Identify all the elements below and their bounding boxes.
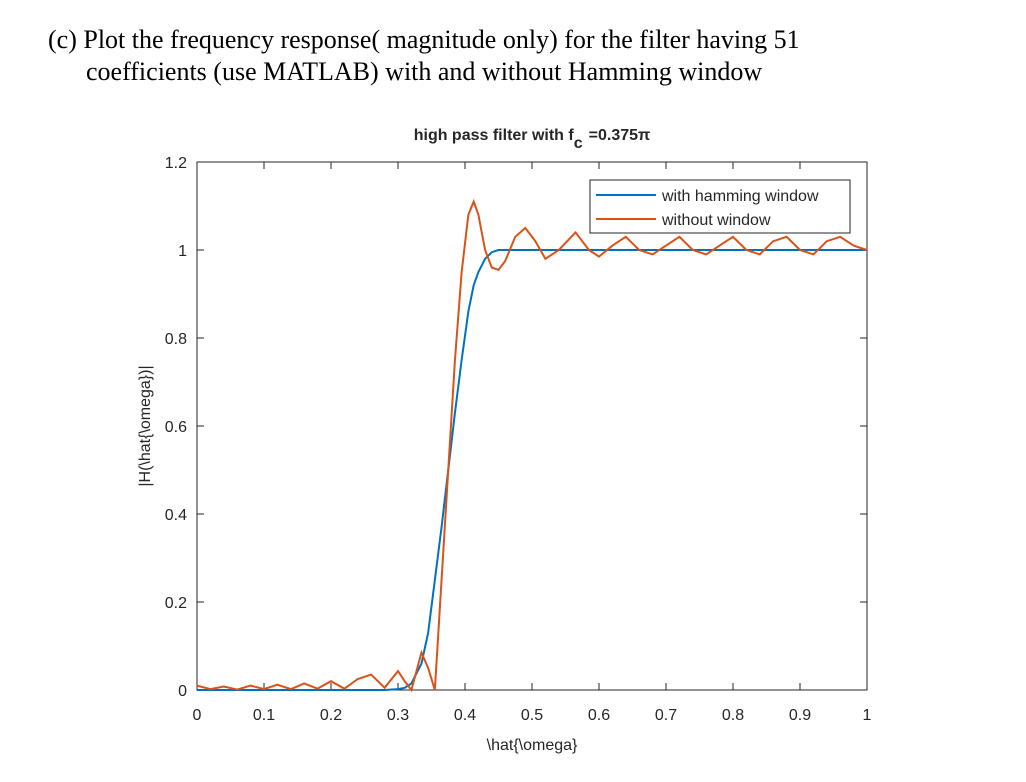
x-tick-label: 0.5 bbox=[521, 707, 543, 724]
y-tick-label: 1.2 bbox=[165, 155, 187, 172]
x-tick-label: 0.7 bbox=[655, 707, 677, 724]
y-tick-label: 1 bbox=[178, 243, 187, 260]
legend-label: without window bbox=[661, 212, 771, 229]
x-tick-label: 0.3 bbox=[387, 707, 409, 724]
x-tick-label: 0.8 bbox=[722, 707, 744, 724]
x-tick-label: 0.9 bbox=[789, 707, 811, 724]
title-subscript: c bbox=[574, 135, 583, 152]
title-suffix: =0.375π bbox=[589, 127, 651, 144]
y-tick-label: 0.8 bbox=[165, 331, 187, 348]
question-line: coefficients (use MATLAB) with and witho… bbox=[86, 57, 762, 86]
question-line: (c) Plot the frequency response( magnitu… bbox=[48, 25, 800, 54]
x-tick-label: 0.1 bbox=[253, 707, 275, 724]
legend bbox=[589, 179, 851, 234]
x-tick-label: 0.2 bbox=[320, 707, 342, 724]
x-tick-label: 0 bbox=[193, 707, 202, 724]
y-tick-label: 0.2 bbox=[165, 595, 187, 612]
series-line bbox=[197, 249, 867, 691]
y-tick-label: 0.4 bbox=[165, 507, 187, 524]
y-tick-label: 0.6 bbox=[165, 419, 187, 436]
x-tick-label: 0.4 bbox=[454, 707, 476, 724]
chart-title: high pass filter with fc =0.375π bbox=[414, 127, 651, 152]
plot-area bbox=[196, 161, 868, 691]
y-tick-label: 0 bbox=[178, 683, 187, 700]
x-tick-label: 1 bbox=[863, 707, 872, 724]
x-tick-label: 0.6 bbox=[588, 707, 610, 724]
x-axis-label: \hat{\omega} bbox=[487, 737, 578, 754]
y-axis-label: |H(\hat{\omega})| bbox=[137, 365, 154, 486]
title-text: high pass filter with f bbox=[414, 127, 575, 144]
series-line bbox=[196, 198, 868, 693]
legend-label: with hamming window bbox=[661, 188, 819, 205]
